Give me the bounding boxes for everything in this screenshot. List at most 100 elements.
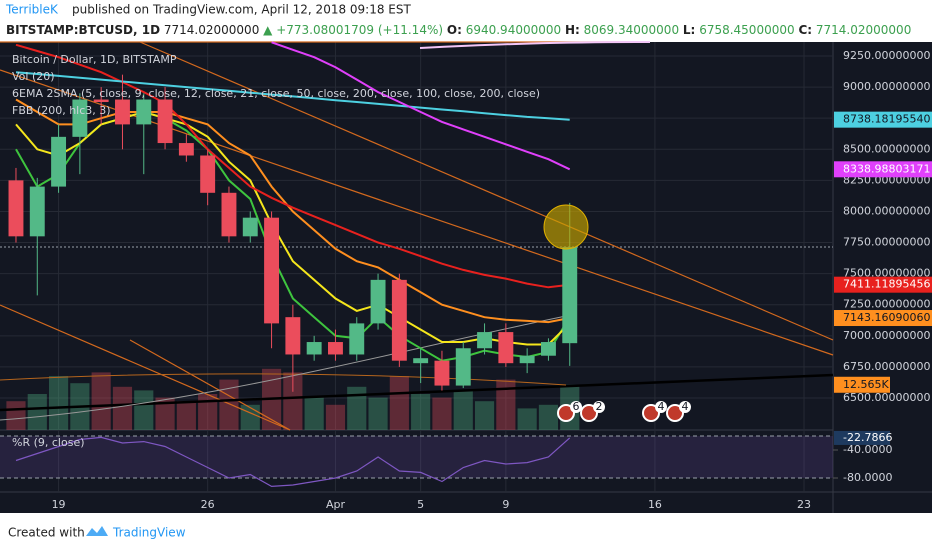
candle-body — [498, 332, 514, 364]
candle-body — [477, 332, 493, 349]
chart-bg — [0, 42, 932, 513]
candle-body — [93, 99, 109, 103]
volume-bar — [134, 390, 154, 430]
drawings — [0, 41, 834, 431]
candle-body — [349, 323, 365, 355]
candle-body — [519, 355, 535, 364]
ohlc-value: 8069.34000000 — [584, 23, 679, 37]
footer-brand[interactable]: TradingView — [112, 526, 186, 540]
williams-r-pane: -40.0000 -80.0000 -22.7866 %R (9, close) — [0, 430, 892, 488]
candle-body — [540, 342, 556, 356]
change: ▲ +773.08001709 (+11.14%) — [263, 23, 443, 37]
price: 7714.02000000 — [164, 23, 259, 37]
y-tick-label: 6750.00000000 — [843, 360, 930, 373]
volume-bar — [517, 408, 537, 430]
ohlc-label: C: — [798, 23, 812, 37]
candle-body — [285, 317, 301, 355]
published: published on TradingView.com, April 12, … — [72, 3, 412, 17]
indicator-line — [271, 41, 571, 171]
y-tick-label: 8500.00000000 — [843, 142, 930, 155]
y-tick-label: 6500.00000000 — [843, 391, 930, 404]
x-tick-label: Apr — [326, 498, 346, 511]
volume — [6, 368, 580, 430]
band-line — [0, 315, 567, 421]
event-icon — [666, 404, 684, 422]
x-tick-label: 26 — [201, 498, 215, 511]
volume-bar — [325, 404, 346, 430]
volume-bar — [368, 397, 388, 430]
candle-body — [370, 279, 386, 324]
volume-bar — [347, 386, 367, 430]
event-badge — [593, 401, 605, 413]
volume-bar — [240, 404, 260, 430]
value-tag-label: -22.7866 — [843, 431, 892, 444]
logo[interactable] — [86, 526, 108, 536]
candle-body — [115, 99, 130, 125]
candle-body — [157, 99, 173, 144]
price-tag-label: 8338.98803171 — [843, 162, 930, 175]
legend: Bitcoin / Dollar, 1D, BITSTAMP Vol (20) 6E… — [12, 53, 540, 117]
indicator-line — [15, 43, 570, 289]
volume-bar — [176, 401, 196, 430]
x-tick-label: 5 — [417, 498, 424, 511]
volume-bar — [432, 397, 452, 430]
ma-line — [419, 41, 651, 49]
indicator-line — [15, 98, 570, 324]
event-badge — [655, 401, 667, 413]
legend-item: Vol (20) — [12, 70, 55, 83]
y-tick-label: 8000.00000000 — [843, 204, 930, 217]
volume-bar — [411, 394, 431, 430]
event-icon — [557, 404, 575, 422]
event-badge — [679, 401, 691, 413]
ohlc-label: O: — [447, 23, 462, 37]
x-tick-label: 23 — [797, 498, 811, 511]
candle-body — [136, 99, 152, 125]
value-tag — [834, 430, 890, 445]
volume-bar — [112, 386, 133, 430]
footer-text: Created with — [8, 526, 85, 540]
candle-body — [51, 136, 67, 187]
volume-bar — [27, 394, 47, 430]
candle-body — [306, 342, 322, 355]
ohlc-value: 7714.02000000 — [816, 23, 911, 37]
ohlc-label: L: — [683, 23, 695, 37]
pane-title: %R (9, close) — [12, 436, 85, 449]
price-tag-label: 8738.18195540 — [843, 113, 930, 126]
event-count: 2 — [596, 400, 603, 413]
candle-body — [242, 217, 258, 237]
price-tag — [834, 161, 932, 178]
price-tag — [834, 310, 932, 327]
price-tag-label: 7411.11895456 — [843, 278, 930, 291]
candle-body — [391, 279, 407, 361]
y-tick-label: -40.0000 — [843, 443, 892, 456]
ohlc-label: H: — [565, 23, 580, 37]
grid: 9250.000000009000.000000008750.000000008… — [0, 42, 930, 511]
legend-item: Bitcoin / Dollar, 1D, BITSTAMP — [12, 53, 177, 66]
volume-bar — [6, 401, 26, 430]
y-tick-label: 9250.00000000 — [843, 49, 930, 62]
event-icon — [580, 404, 598, 422]
volume-bar — [219, 379, 239, 430]
event-icon — [642, 404, 660, 422]
event-count: 4 — [658, 400, 665, 413]
candle-body — [328, 342, 343, 355]
event-badge — [570, 401, 582, 413]
band-line — [0, 373, 567, 386]
author[interactable]: TerribleK — [5, 3, 59, 17]
trend-line — [0, 304, 291, 431]
price-tag — [834, 111, 932, 128]
legend-item: FBB (200, hlc3, 3) — [12, 104, 111, 117]
candle-body — [562, 247, 578, 344]
price-tag-label: 7143.16090060 — [843, 311, 930, 324]
candle-body — [72, 99, 88, 137]
indicator-line — [15, 436, 571, 488]
price-pane: 8738.181955408338.988031717411.118954567… — [8, 41, 932, 422]
volume-bar — [496, 379, 516, 430]
y-tick-label: 7500.00000000 — [843, 267, 930, 280]
volume-tag — [834, 376, 890, 393]
volume-bar — [198, 394, 218, 430]
candle-body — [264, 217, 280, 324]
ohlc-value: 6940.94000000 — [466, 23, 561, 37]
y-tick-label: 9000.00000000 — [843, 80, 930, 93]
